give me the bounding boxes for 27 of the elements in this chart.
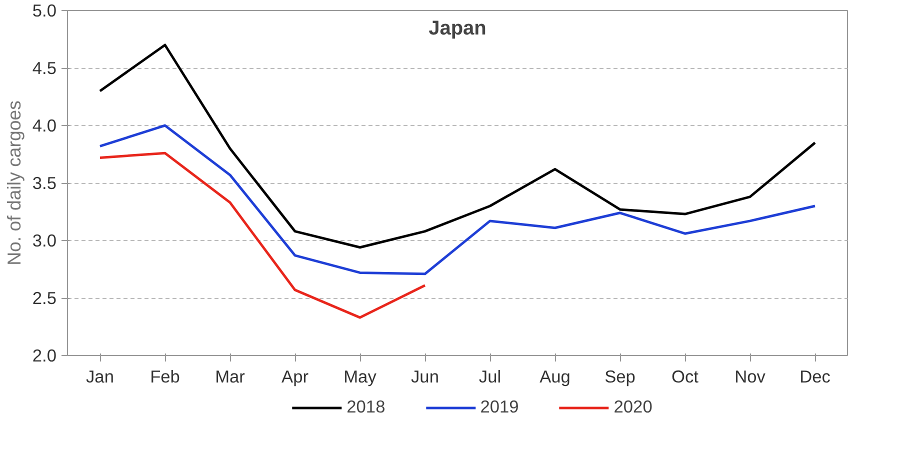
x-tick-label: May — [344, 366, 377, 386]
line-series — [98, 124, 816, 276]
x-tick-label: Nov — [734, 366, 766, 386]
y-tick-label: 4.0 — [32, 116, 57, 136]
legend-label: 2018 — [346, 396, 386, 418]
x-tick-label: Sep — [604, 366, 636, 386]
y-tick-label: 4.5 — [32, 58, 57, 78]
x-tick-label: Dec — [800, 366, 831, 386]
legend-label: 2020 — [614, 396, 652, 418]
x-tick-label: Aug — [540, 366, 570, 386]
chart-title: Japan — [428, 17, 486, 40]
x-tick-label: Jun — [411, 366, 439, 386]
x-tick-label: Jan — [86, 366, 114, 386]
x-tick-label: Mar — [215, 366, 246, 386]
line-series — [98, 44, 816, 249]
y-tick-label: 3.5 — [32, 173, 57, 193]
x-tick-label: Apr — [282, 366, 309, 386]
x-tick-label: Oct — [672, 366, 699, 386]
legend-label: 2019 — [480, 396, 519, 418]
y-axis-title: No. of daily cargoes — [3, 100, 24, 266]
x-tick-label: Feb — [150, 366, 180, 386]
y-tick-label: 3.0 — [32, 230, 57, 250]
line-series — [98, 152, 426, 319]
y-tick-label: 2.0 — [32, 346, 57, 366]
y-tick-label: 5.0 — [32, 0, 57, 20]
y-tick-label: 2.5 — [32, 288, 57, 308]
x-tick-label: Jul — [478, 366, 502, 386]
